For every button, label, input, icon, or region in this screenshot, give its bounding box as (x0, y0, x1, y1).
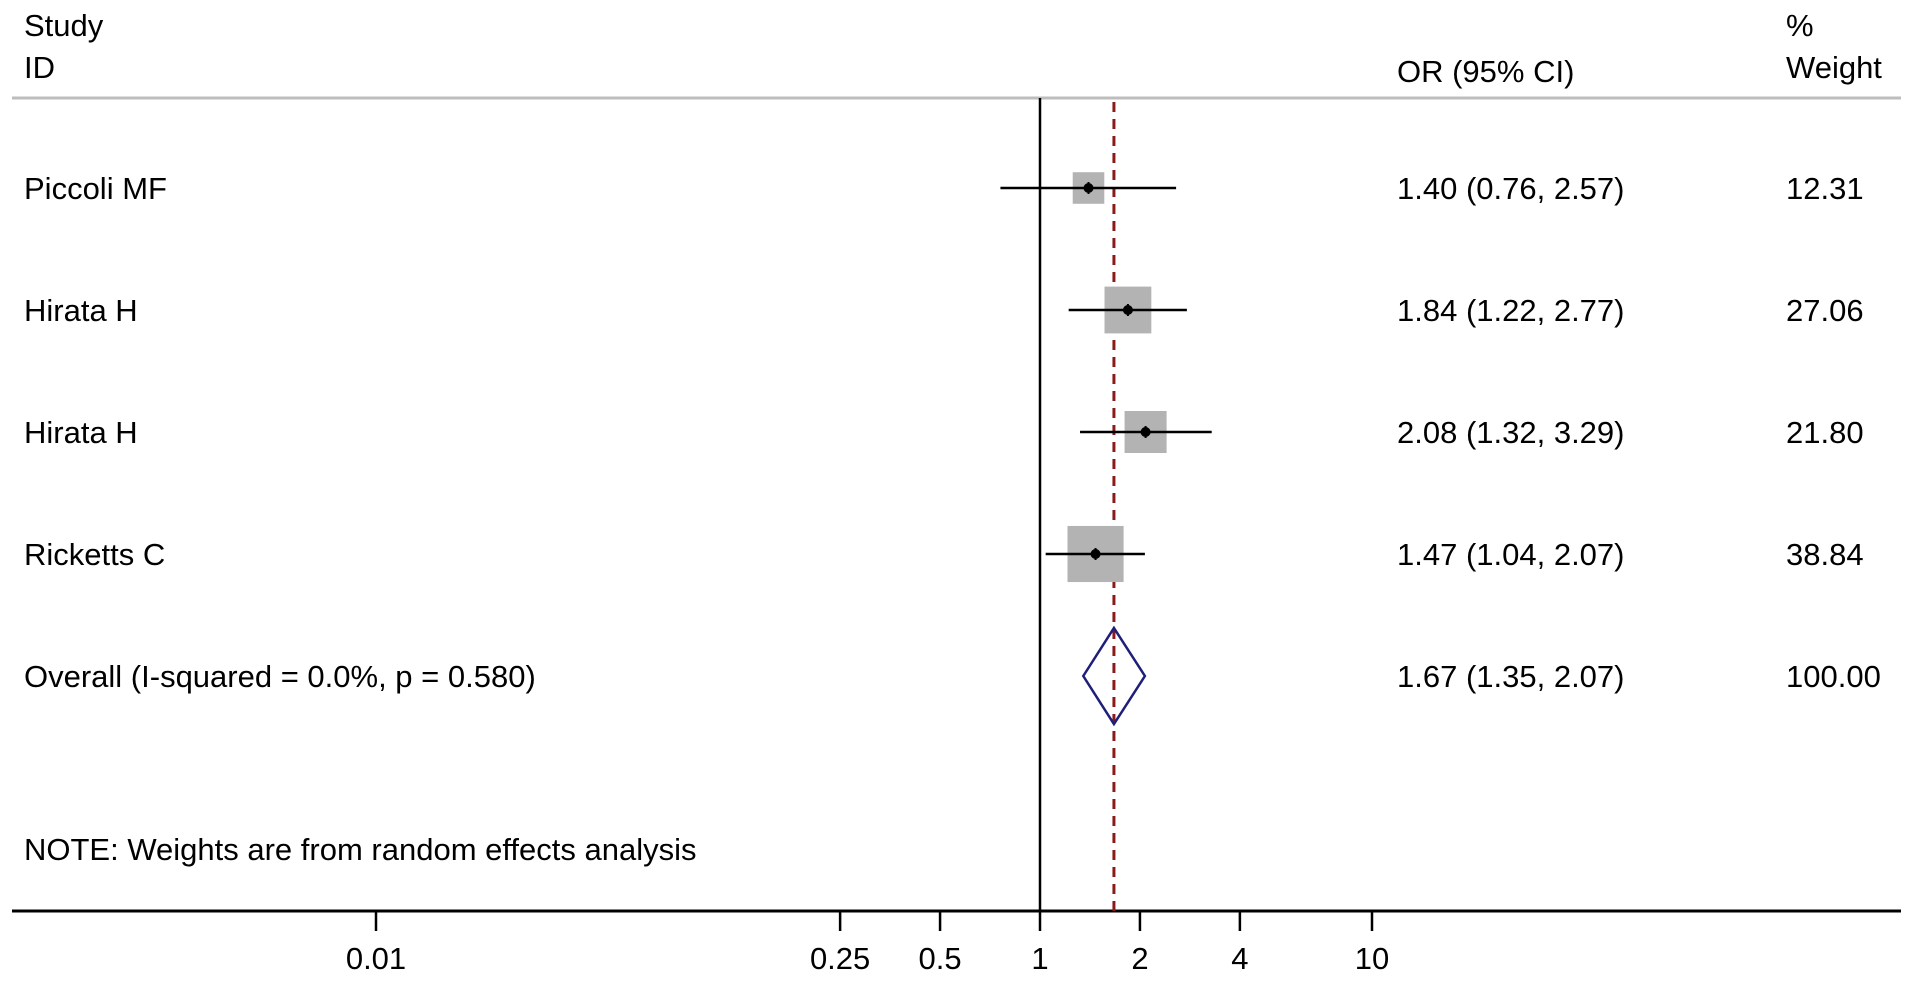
study-label: Ricketts C (24, 537, 165, 572)
x-tick-label: 0.25 (810, 941, 870, 976)
study-weight-text: 38.84 (1786, 537, 1864, 572)
overall-label: Overall (I-squared = 0.0%, p = 0.580) (24, 659, 536, 694)
study-label: Hirata H (24, 293, 138, 328)
study-weight-text: 12.31 (1786, 171, 1864, 206)
study-ci-text: 1.84 (1.22, 2.77) (1397, 293, 1625, 328)
study-ci-text: 1.40 (0.76, 2.57) (1397, 171, 1625, 206)
study-ci-text: 2.08 (1.32, 3.29) (1397, 415, 1625, 450)
x-tick-label: 0.5 (919, 941, 962, 976)
header-ci-label: OR (95% CI) (1397, 54, 1574, 89)
x-tick-label: 0.01 (346, 941, 406, 976)
header-percent-label: % (1786, 8, 1814, 43)
header-weight-label: Weight (1786, 50, 1882, 85)
overall-weight-text: 100.00 (1786, 659, 1881, 694)
study-rows: Piccoli MF 1.40 (0.76, 2.57) 12.31 Hirata H… (24, 171, 1864, 583)
overall-diamond (1081, 625, 1147, 727)
overall-row: Overall (I-squared = 0.0%, p = 0.580) 1.6… (24, 625, 1881, 727)
reference-lines (1038, 98, 1116, 911)
study-ci-text: 1.47 (1.04, 2.07) (1397, 537, 1625, 572)
overall-ci-text: 1.67 (1.35, 2.07) (1397, 659, 1625, 694)
header-id-label: ID (24, 50, 55, 85)
study-weight-text: 27.06 (1786, 293, 1864, 328)
x-axis-ticks: 0.01 0.25 0.5 1 2 4 10 (346, 911, 1389, 976)
study-weight-text: 21.80 (1786, 415, 1864, 450)
header-study-label: Study (24, 8, 104, 43)
x-tick-label: 10 (1355, 941, 1389, 976)
x-tick-label: 2 (1131, 941, 1148, 976)
study-label: Hirata H (24, 415, 138, 450)
weights-note: NOTE: Weights are from random effects an… (24, 832, 697, 867)
x-tick-label: 1 (1031, 941, 1048, 976)
x-tick-label: 4 (1231, 941, 1248, 976)
study-label: Piccoli MF (24, 171, 167, 206)
